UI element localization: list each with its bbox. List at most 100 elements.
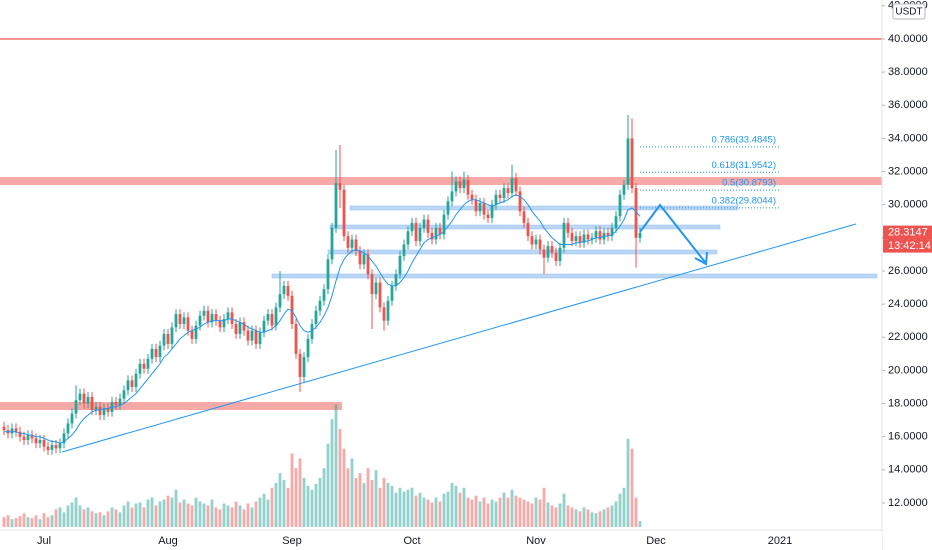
candle-body [26, 435, 30, 441]
candle-body [122, 390, 126, 399]
candle-body [618, 194, 622, 217]
volume-bar [182, 499, 186, 527]
candle-body [314, 310, 318, 324]
volume-bar [546, 502, 550, 527]
candle-body [550, 246, 554, 253]
candle-body [46, 446, 50, 450]
candle-body [290, 295, 294, 324]
volume-bar [362, 482, 366, 527]
fib-label: 0.786(33.4845) [712, 134, 776, 145]
candle-body [226, 312, 230, 320]
candle-body [242, 322, 246, 331]
candle-body [66, 423, 70, 434]
candle-body [138, 363, 142, 374]
volume-bar [634, 497, 638, 527]
volume-bar [606, 507, 610, 527]
countdown-badge [883, 239, 932, 253]
volume-bar [254, 501, 258, 527]
volume-bar [134, 503, 138, 527]
volume-bar [434, 497, 438, 527]
candle-body [530, 236, 534, 245]
volume-bar [66, 505, 70, 527]
candle-body [106, 408, 110, 412]
volume-bar [538, 499, 542, 527]
volume-bar [486, 503, 490, 527]
candle-body [98, 406, 102, 416]
candle-body [282, 285, 286, 295]
candle-body [310, 323, 314, 339]
volume-bar [186, 503, 190, 527]
volume-bar [462, 487, 466, 527]
candle-body [58, 443, 62, 449]
volume-bar [510, 489, 514, 527]
candle-body [586, 234, 590, 240]
y-tick-label: 36.0000 [888, 99, 928, 111]
candle-body [634, 188, 638, 238]
candle-body [382, 307, 386, 321]
candle-body [30, 435, 34, 439]
volume-bar [286, 487, 290, 527]
resistance-zone [0, 177, 882, 185]
candle-body [514, 178, 518, 192]
candle-body [34, 438, 38, 444]
trend-line [61, 223, 857, 453]
candle-body [306, 338, 310, 358]
candle-body [142, 363, 146, 369]
candle-body [154, 348, 158, 358]
candle-body [130, 380, 134, 387]
volume-bar [70, 502, 74, 527]
candle-body [546, 246, 550, 258]
candle-body [502, 188, 506, 199]
volume-bar [166, 495, 170, 527]
volume-bar [106, 511, 110, 527]
volume-bar [466, 497, 470, 527]
volume-bar [206, 505, 210, 527]
volume-bar [54, 509, 58, 527]
candle-body [434, 227, 438, 240]
currency-badge[interactable] [892, 3, 926, 20]
candle-body [62, 433, 66, 444]
volume-bar [90, 511, 94, 527]
candle-body [246, 330, 250, 341]
candle-body [378, 282, 382, 308]
volume-bar [522, 499, 526, 527]
volume-bar [534, 497, 538, 527]
candle-body [170, 327, 174, 344]
volume-bar [474, 495, 478, 527]
level-zone [327, 249, 718, 255]
volume-bar [190, 505, 194, 527]
volume-bar [386, 482, 390, 527]
candle-body [338, 183, 342, 190]
candle-body [442, 214, 446, 235]
candle-body [214, 314, 218, 321]
volume-bar [282, 479, 286, 527]
candle-body [362, 254, 366, 265]
candle-body [482, 203, 486, 215]
candle-body [390, 285, 394, 301]
volume-bar [470, 499, 474, 527]
candle-body [398, 256, 402, 275]
volume-bar [518, 497, 522, 527]
volume-bar [218, 509, 222, 527]
x-tick-label: Sep [282, 535, 302, 547]
volume-bar [110, 507, 114, 527]
volume-bar [382, 478, 386, 527]
volume-bar [86, 507, 90, 527]
candle-body [598, 231, 602, 240]
volume-bar [46, 517, 50, 527]
volume-bar [210, 499, 214, 527]
volume-bar [222, 503, 226, 527]
candle-body [426, 219, 430, 233]
candle-body [350, 239, 354, 248]
volume-bar [22, 513, 26, 527]
volume-bar [338, 429, 342, 527]
volume-bar [50, 515, 54, 527]
volume-bar [618, 493, 622, 527]
candle-body [166, 333, 170, 344]
volume-bar [354, 478, 358, 527]
candle-body [570, 232, 574, 242]
volume-bar [406, 489, 410, 527]
volume-bar [514, 495, 518, 527]
volume-bar [566, 505, 570, 527]
y-tick-label: 38.0000 [888, 66, 928, 78]
